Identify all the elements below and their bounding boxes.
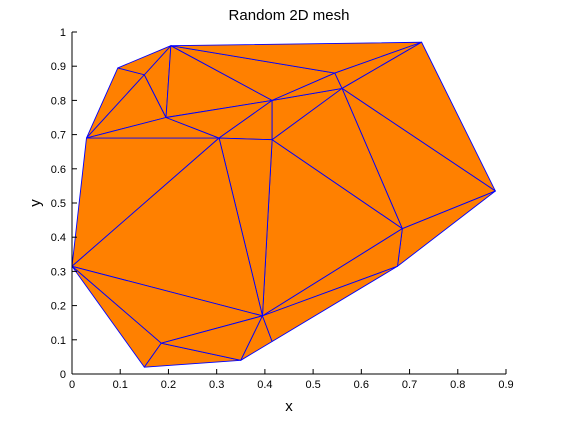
x-tick-label-8: 0.8 (450, 379, 465, 391)
x-tick-label-2: 0.2 (161, 379, 176, 391)
y-tick-label-4: 0.4 (51, 232, 66, 244)
x-tick-label-5: 0.5 (305, 379, 320, 391)
chart-title: Random 2D mesh (229, 7, 350, 24)
mesh-triangle-27 (262, 265, 398, 342)
y-tick-label-0: 0 (60, 369, 66, 381)
y-tick-label-10: 1 (60, 27, 66, 39)
y-tick-label-5: 0.5 (51, 198, 66, 210)
x-tick-label-4: 0.4 (257, 379, 272, 391)
x-axis-title: x (285, 398, 293, 415)
ticks-layer: 0 0.1 0.2 0.3 0.4 0.5 0.6 0.7 0.8 0.9 0 0.1 0.2 0.3 0.… (51, 27, 514, 391)
x-tick-label-0: 0 (69, 379, 75, 391)
x-tick-label-7: 0.7 (402, 379, 417, 391)
x-tick-label-6: 0.6 (354, 379, 369, 391)
y-tick-label-3: 0.3 (51, 266, 66, 278)
mesh-triangle-4 (117, 45, 172, 76)
x-tick-label-9: 0.9 (498, 379, 513, 391)
x-tick-label-3: 0.3 (209, 379, 224, 391)
y-tick-label-9: 0.9 (51, 61, 66, 73)
y-tick-label-1: 0.1 (51, 335, 66, 347)
mesh-layer (71, 41, 496, 368)
y-tick-label-6: 0.6 (51, 164, 66, 176)
y-tick-label-2: 0.2 (51, 301, 66, 313)
y-axis-title: y (27, 199, 44, 207)
y-tick-label-8: 0.8 (51, 95, 66, 107)
y-tick-label-7: 0.7 (51, 130, 66, 142)
x-tick-label-1: 0.1 (113, 379, 128, 391)
